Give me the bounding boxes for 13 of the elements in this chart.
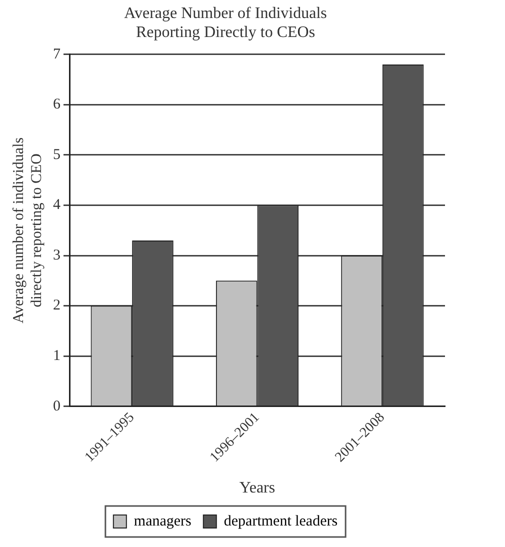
x-axis-title: Years: [239, 480, 276, 497]
y-tick-label: 3: [53, 247, 60, 264]
y-tick-label: 5: [53, 146, 60, 163]
y-tick-label: 6: [53, 96, 61, 113]
legend-label: department leaders: [224, 513, 338, 530]
y-tick-label: 1: [53, 348, 60, 364]
y-tick-label: 0: [53, 398, 60, 414]
y-tick-label: 7: [53, 46, 61, 62]
legend-label: managers: [134, 513, 192, 530]
chart-title: Average Number of Individuals Reporting Directly to CEOs: [124, 4, 327, 42]
y-tick-label: 2: [53, 298, 60, 314]
y-tick-label: 4: [53, 197, 61, 214]
y-axis-title: Average number of individuals directly reporting to CEO: [10, 137, 45, 324]
